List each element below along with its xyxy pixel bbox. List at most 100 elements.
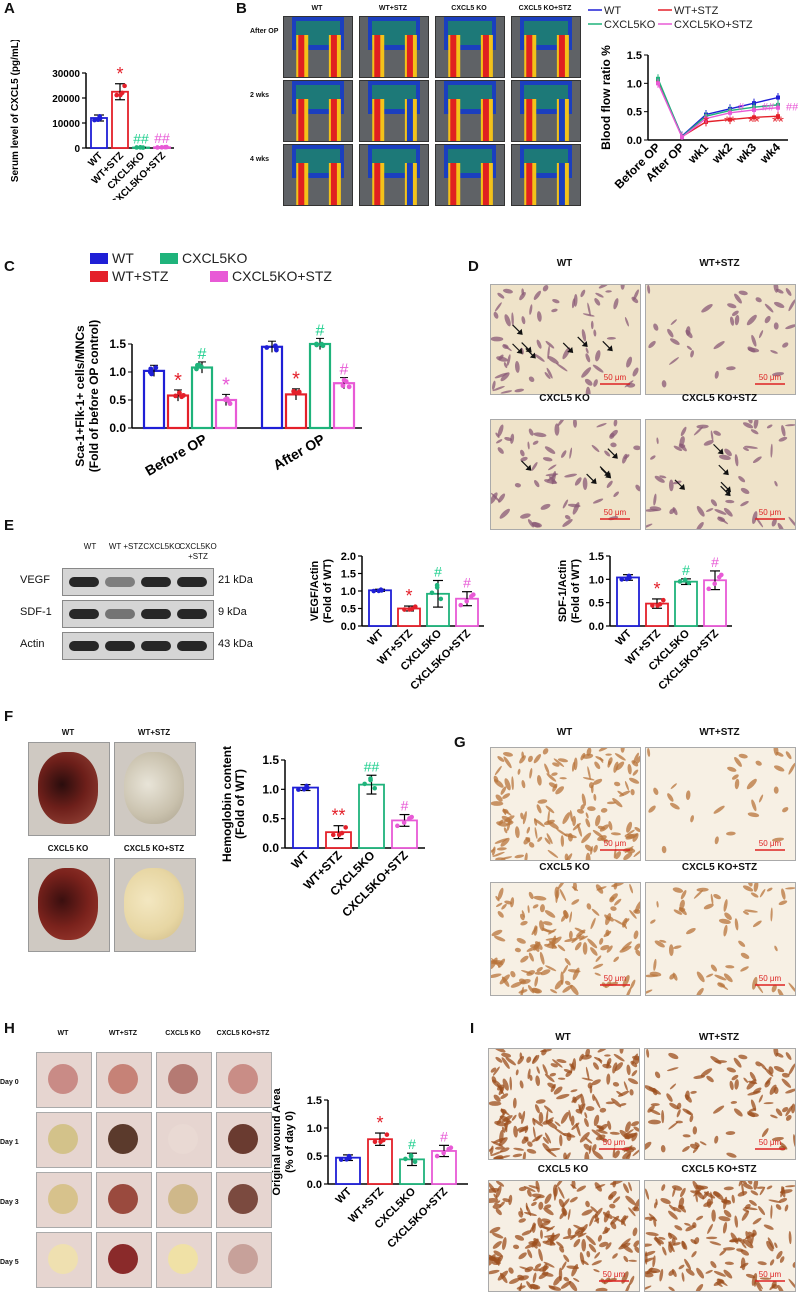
- stained-cell: [713, 341, 725, 350]
- stained-cell: [564, 473, 578, 478]
- stained-cell: [779, 1256, 785, 1263]
- stained-cell: [606, 945, 613, 953]
- stained-cell: [613, 1150, 620, 1159]
- stained-cell: [573, 420, 577, 428]
- lane-label: CXCL5KO +STZ: [179, 542, 217, 561]
- significance-mark: ##: [133, 130, 149, 146]
- stained-cell: [491, 973, 502, 978]
- stained-cell: [734, 314, 740, 326]
- data-point: [752, 115, 756, 120]
- laser-heatmap: [368, 145, 420, 205]
- stained-cell: [587, 1082, 593, 1089]
- stained-cell: [581, 793, 587, 806]
- stained-cell: [597, 1049, 608, 1053]
- stained-cell: [669, 338, 680, 345]
- stained-cell: [785, 424, 795, 427]
- stained-cell: [703, 903, 714, 910]
- right-limb: [482, 35, 489, 77]
- stained-cell: [768, 1066, 774, 1075]
- stained-cell: [609, 896, 615, 903]
- stained-cell: [729, 316, 735, 326]
- y-tick-label: 1.0: [627, 78, 642, 90]
- stained-cell: [498, 1137, 508, 1147]
- stained-cell: [669, 802, 680, 810]
- stained-cell: [493, 1094, 501, 1102]
- stained-cell: [492, 380, 496, 391]
- data-point: [314, 342, 320, 348]
- stained-cell: [741, 1210, 750, 1221]
- stained-cell: [526, 1148, 537, 1154]
- stained-cell: [755, 297, 762, 303]
- stained-cell: [647, 748, 651, 757]
- stained-cell: [624, 316, 629, 327]
- stained-cell: [578, 1103, 582, 1115]
- stained-cell: [552, 298, 560, 304]
- stained-cell: [570, 1089, 578, 1093]
- stained-cell: [612, 1147, 616, 1158]
- stained-cell: [722, 1247, 736, 1251]
- data-point: [273, 345, 279, 351]
- stained-cell: [624, 1283, 631, 1291]
- significance-mark: ##: [786, 102, 798, 114]
- stained-cell: [742, 447, 750, 452]
- stained-cell: [734, 778, 740, 790]
- data-point: [712, 581, 717, 587]
- stained-cell: [629, 909, 637, 919]
- stained-cell: [714, 836, 719, 845]
- stained-cell: [648, 805, 656, 813]
- data-point: [401, 820, 407, 825]
- stained-cell: [534, 1263, 542, 1269]
- stained-cell: [585, 386, 591, 394]
- stained-cell: [752, 456, 762, 464]
- y-tick-label: 0.0: [627, 135, 642, 147]
- bar: [260, 345, 284, 430]
- protein-band: [69, 641, 99, 651]
- stained-cell: [613, 491, 620, 498]
- significance-mark: *: [222, 374, 230, 396]
- data-point: [716, 574, 722, 580]
- x-tick-label: wk1: [684, 140, 711, 167]
- stained-cell: [544, 372, 551, 380]
- stained-cell: [758, 794, 764, 803]
- stained-cell: [767, 1237, 775, 1250]
- stained-cell: [508, 1277, 521, 1285]
- stained-cell: [659, 939, 667, 943]
- stained-cell: [626, 829, 635, 836]
- stained-cell: [572, 502, 580, 515]
- stained-cell: [626, 821, 633, 833]
- stained-cell: [717, 982, 729, 990]
- stained-cell: [597, 825, 606, 830]
- stained-cell: [690, 350, 694, 358]
- stained-cell: [563, 1152, 567, 1159]
- stained-cell: [528, 1185, 540, 1189]
- stained-cell: [788, 299, 795, 312]
- bar: [90, 117, 108, 149]
- significance-mark: #: [434, 564, 442, 580]
- y-tick-label: 0.5: [341, 604, 356, 616]
- stained-cell: [599, 757, 604, 763]
- stained-cell: [785, 887, 795, 890]
- stained-cell: [493, 1049, 506, 1053]
- micrograph-texture: 50 μm: [491, 883, 640, 995]
- stained-cell: [656, 437, 659, 445]
- legend-swatch: [160, 253, 178, 264]
- stained-cell: [654, 475, 665, 483]
- stained-cell: [533, 818, 538, 826]
- stained-cell: [559, 888, 567, 901]
- stained-cell: [494, 1200, 501, 1205]
- stained-cell: [661, 845, 667, 854]
- stained-cell: [542, 1143, 551, 1153]
- y-tick-label: 20000: [52, 94, 80, 105]
- stained-cell: [775, 1204, 782, 1210]
- stained-cell: [592, 778, 603, 785]
- stained-cell: [646, 1049, 650, 1058]
- stained-cell: [629, 1275, 635, 1286]
- stained-cell: [785, 751, 792, 760]
- stained-cell: [518, 989, 528, 994]
- stained-cell: [731, 310, 739, 316]
- stained-cell: [524, 852, 528, 860]
- stained-cell: [706, 1198, 712, 1208]
- micrograph: 50 μm: [645, 882, 796, 996]
- laser-heatmap: [292, 81, 344, 141]
- stained-cell: [501, 976, 510, 987]
